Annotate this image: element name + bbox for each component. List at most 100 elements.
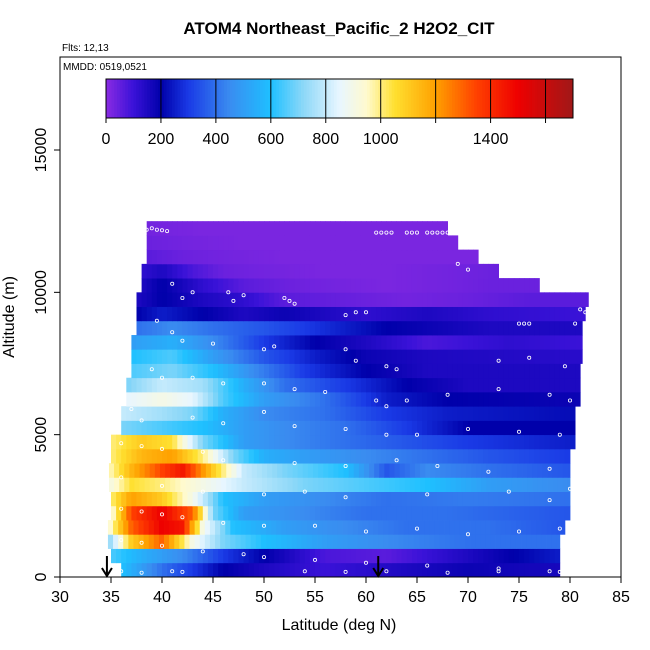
heatmap-cell [294, 406, 301, 421]
colorbar-segment [369, 79, 373, 118]
heatmap-cell [417, 221, 423, 236]
heatmap-cell [218, 562, 224, 577]
heatmap-cell [297, 463, 304, 478]
heatmap-cell [151, 420, 158, 436]
heatmap-cell [371, 420, 377, 436]
heatmap-cell [340, 406, 346, 421]
heatmap-cell [371, 320, 377, 336]
colorbar-segment [251, 79, 255, 118]
heatmap-cell [476, 463, 482, 478]
heatmap-cell [422, 263, 428, 279]
heatmap-cell [207, 548, 214, 564]
heatmap-cell [539, 406, 545, 421]
heatmap-cell [148, 534, 155, 549]
x-tick-label: 55 [306, 589, 324, 606]
heatmap-cell [213, 235, 219, 251]
heatmap-cell [318, 477, 324, 492]
heatmap-cell [253, 505, 260, 521]
heatmap-cell [340, 391, 346, 407]
sample-point [261, 555, 266, 560]
heatmap-cell [136, 306, 142, 322]
heatmap-cell [422, 434, 428, 450]
heatmap-cell [233, 448, 239, 464]
heatmap-cell [223, 249, 229, 265]
heatmap-cell [340, 221, 346, 236]
heatmap-cell [570, 335, 576, 350]
heatmap-cell [524, 349, 530, 364]
heatmap-cell [468, 349, 474, 364]
sample-point [144, 227, 149, 232]
heatmap-cell [330, 235, 336, 251]
heatmap-cell [391, 292, 397, 307]
heatmap-cell [508, 320, 515, 336]
heatmap-cell [355, 306, 362, 322]
heatmap-cell [253, 434, 260, 450]
heatmap-cell [366, 434, 372, 450]
colorbar-segment [438, 79, 442, 118]
colorbar-segment [199, 79, 203, 118]
heatmap-cell [498, 377, 505, 393]
heatmap-cell [284, 448, 290, 464]
heatmap-cell [478, 363, 484, 379]
heatmap-cell [526, 534, 532, 549]
heatmap-cell [432, 349, 438, 364]
heatmap-cell [524, 562, 530, 577]
heatmap-cell [376, 306, 382, 322]
colorbar-segment [556, 79, 560, 118]
heatmap-cell [406, 406, 413, 421]
heatmap-cell [187, 320, 193, 336]
heatmap-cell [197, 406, 204, 421]
heatmap-cell [245, 520, 252, 535]
heatmap-cell [411, 320, 418, 336]
heatmap-cell [175, 463, 181, 478]
heatmap-cell [269, 562, 275, 577]
heatmap-cell [452, 377, 459, 393]
heatmap-cell [330, 292, 336, 307]
heatmap-cell [498, 306, 505, 322]
heatmap-cell [360, 505, 367, 521]
heatmap-cell [422, 505, 428, 521]
heatmap-cell [531, 520, 537, 535]
colorbar-segment [210, 79, 214, 118]
heatmap-cell [483, 562, 489, 577]
heatmap-cell [238, 320, 244, 336]
heatmap-cell [207, 434, 214, 450]
sample-point [139, 418, 144, 423]
heatmap-cell [508, 448, 515, 464]
heatmap-cell [223, 306, 229, 322]
colorbar-segment [323, 79, 327, 118]
heatmap-cell [197, 235, 204, 251]
heatmap-cell [182, 235, 188, 251]
heatmap-cell [511, 477, 518, 492]
heatmap-cell [396, 349, 403, 364]
heatmap-cell [264, 548, 270, 564]
heatmap-cell [294, 420, 301, 436]
heatmap-cell [177, 221, 183, 236]
heatmap-cell [136, 548, 142, 564]
colorbar-segment [262, 79, 266, 118]
sample-point [287, 298, 292, 303]
heatmap-cell [322, 534, 328, 549]
heatmap-cell [524, 505, 530, 521]
heatmap-cell [325, 505, 331, 521]
heatmap-cell [238, 335, 244, 350]
colorbar-segment [353, 79, 357, 118]
heatmap-cell [146, 335, 153, 350]
heatmap-cell [570, 349, 576, 364]
sample-point [517, 321, 522, 326]
heatmap-cell [238, 306, 244, 322]
heatmap-cell [136, 363, 142, 379]
heatmap-cell [473, 434, 479, 450]
heatmap-cell [177, 420, 183, 436]
heatmap-cell [381, 448, 387, 464]
heatmap-cell [417, 235, 423, 251]
heatmap-cell [422, 406, 428, 421]
heatmap-cell [340, 434, 346, 450]
heatmap-cell [483, 420, 489, 436]
heatmap-cell [534, 562, 540, 577]
heatmap-cell [498, 278, 505, 293]
heatmap-cell [350, 306, 357, 322]
heatmap-cell [151, 434, 158, 450]
heatmap-cell [233, 505, 239, 521]
heatmap-cell [475, 520, 481, 535]
